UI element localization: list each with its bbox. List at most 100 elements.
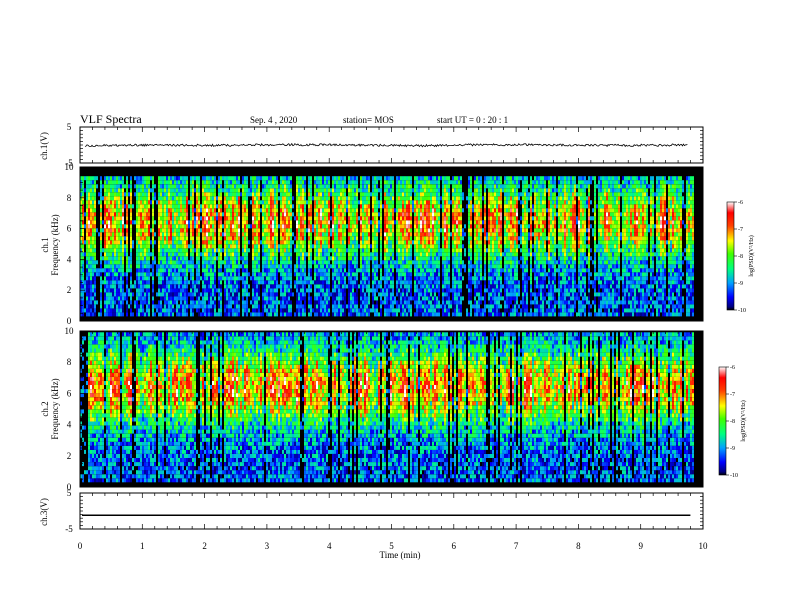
spectrogram-cell — [256, 236, 258, 241]
spectrogram-cell — [274, 268, 276, 273]
spectrogram-cell — [180, 244, 182, 249]
spectrogram-cell — [206, 192, 208, 197]
spectrogram-cell — [384, 252, 386, 257]
spectrogram-cell — [264, 204, 266, 209]
spectrogram-cell — [316, 188, 318, 193]
spectrogram-cell — [310, 280, 312, 285]
spectrogram-cell — [280, 200, 282, 205]
spectrogram-cell — [318, 304, 320, 309]
spectrogram-cell — [406, 280, 408, 285]
spectrogram-cell — [236, 312, 238, 317]
spectrogram-cell — [272, 184, 274, 189]
spectrogram-cell — [320, 296, 322, 301]
spectrogram-cell — [376, 180, 378, 185]
spectrogram-cell — [318, 192, 320, 197]
spectrogram-cell — [402, 232, 404, 237]
spectrogram-cell — [94, 184, 96, 189]
spectrogram-cell — [120, 192, 122, 197]
spectrogram-cell — [142, 288, 144, 293]
spectrogram-cell — [120, 200, 122, 205]
spectrogram-cell — [412, 240, 414, 245]
spectrogram-cell — [190, 264, 192, 269]
spectrogram-cell — [242, 264, 244, 269]
spectrogram-cell — [170, 200, 172, 205]
spectrogram-cell — [152, 196, 154, 201]
spectrogram-cell — [236, 196, 238, 201]
spectrogram-cell — [262, 188, 264, 193]
spectrogram-cell — [326, 188, 328, 193]
spectrogram-cell — [184, 196, 186, 201]
spectrogram-cell — [264, 300, 266, 305]
spectrogram-cell — [386, 272, 388, 277]
spectrogram-cell — [244, 188, 246, 193]
spectrogram-cell — [270, 224, 272, 229]
spectrogram-cell — [282, 284, 284, 289]
spectrogram-cell — [356, 288, 358, 293]
spectrogram-cell — [144, 308, 146, 313]
spectrogram-cell — [176, 308, 178, 313]
spectrogram-cell — [256, 188, 258, 193]
spectrogram-cell — [224, 264, 226, 269]
spectrogram-cell — [290, 280, 292, 285]
spectrogram-cell — [136, 248, 138, 253]
spectrogram-cell — [172, 268, 174, 273]
spectrogram-cell — [318, 272, 320, 277]
spectrogram-cell — [82, 204, 84, 209]
spectrogram-cell — [288, 248, 290, 253]
spectrogram-cell — [148, 180, 150, 185]
spectrogram-cell — [402, 216, 404, 221]
spectrogram-cell — [364, 232, 366, 237]
spectrogram-cell — [198, 300, 200, 305]
spectrogram-cell — [244, 300, 246, 305]
spectrogram-cell — [104, 200, 106, 205]
spectrogram-cell — [390, 200, 392, 205]
spectrogram-cell — [206, 244, 208, 249]
spectrogram-cell — [192, 228, 194, 233]
spectrogram-cell — [268, 284, 270, 289]
spectrogram-cell — [406, 272, 408, 277]
spectrogram-cell — [320, 204, 322, 209]
spectrogram-cell — [92, 196, 94, 201]
spectrogram-cell — [322, 184, 324, 189]
spectrogram-cell — [198, 296, 200, 301]
spectrogram-cell — [302, 268, 304, 273]
spectrogram-cell — [340, 204, 342, 209]
spectrogram-cell — [402, 260, 404, 265]
spectrogram-cell — [332, 312, 334, 317]
spectrogram-cell — [322, 276, 324, 281]
spectrogram-cell — [406, 284, 408, 289]
spectrogram-cell — [96, 228, 98, 233]
spectrogram-cell — [288, 308, 290, 313]
spectrogram-cell — [110, 276, 112, 281]
spectrogram-cell — [352, 180, 354, 185]
spectrogram-cell — [122, 256, 124, 261]
spectrogram-cell — [414, 228, 416, 233]
spectrogram-cell — [144, 208, 146, 213]
spectrogram-cell — [126, 272, 128, 277]
spectrogram-cell — [360, 184, 362, 189]
spectrogram-cell — [340, 292, 342, 297]
spectrogram-cell — [182, 264, 184, 269]
spectrogram-cell — [398, 268, 400, 273]
spectrogram-cell — [360, 236, 362, 241]
spectrogram-cell — [100, 280, 102, 285]
spectrogram-cell — [390, 184, 392, 189]
spectrogram-cell — [110, 192, 112, 197]
spectrogram-cell — [234, 228, 236, 233]
spectrogram-cell — [360, 188, 362, 193]
spectrogram-cell — [172, 232, 174, 237]
spectrogram-cell — [236, 200, 238, 205]
spectrogram-cell — [166, 292, 168, 297]
spectrogram-cell — [344, 196, 346, 201]
spectrogram-cell — [314, 212, 316, 217]
spectrogram-cell — [406, 216, 408, 221]
spectrogram-cell — [180, 196, 182, 201]
spectrogram-cell — [328, 196, 330, 201]
spectrogram-cell — [234, 304, 236, 309]
spectrogram-cell — [214, 240, 216, 245]
spectrogram-cell — [232, 176, 234, 181]
spectrogram-cell — [400, 308, 402, 313]
spectrogram-cell — [404, 260, 406, 265]
spectrogram-cell — [172, 196, 174, 201]
spectrogram-cell — [248, 284, 250, 289]
